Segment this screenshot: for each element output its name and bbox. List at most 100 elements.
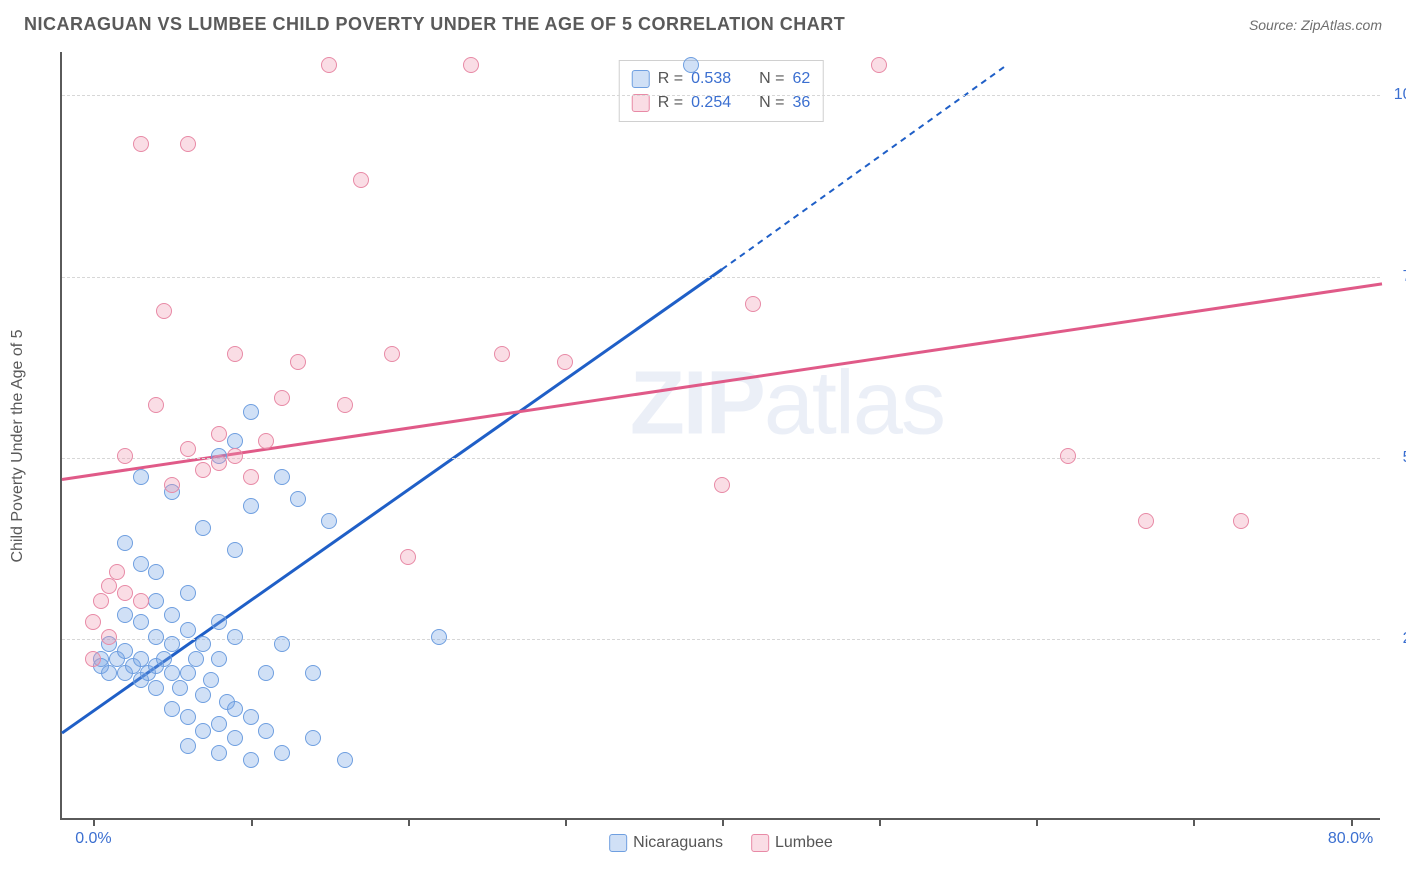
legend-series-item: Nicaraguans xyxy=(609,834,723,852)
data-point xyxy=(494,346,510,362)
data-point xyxy=(871,57,887,73)
legend-n-label: N = xyxy=(759,67,784,91)
data-point xyxy=(133,136,149,152)
data-point xyxy=(1138,513,1154,529)
legend-swatch xyxy=(632,94,650,112)
chart-title: NICARAGUAN VS LUMBEE CHILD POVERTY UNDER… xyxy=(24,14,845,35)
data-point xyxy=(117,607,133,623)
data-point xyxy=(203,672,219,688)
x-tick xyxy=(1351,818,1353,826)
data-point xyxy=(290,354,306,370)
data-point xyxy=(211,651,227,667)
data-point xyxy=(243,469,259,485)
legend-r-label: R = xyxy=(658,67,683,91)
data-point xyxy=(180,709,196,725)
data-point xyxy=(195,520,211,536)
legend-swatch xyxy=(632,70,650,88)
data-point xyxy=(195,636,211,652)
data-point xyxy=(188,651,204,667)
x-tick-label: 80.0% xyxy=(1328,830,1373,848)
data-point xyxy=(117,448,133,464)
data-point xyxy=(117,585,133,601)
data-point xyxy=(180,665,196,681)
data-point xyxy=(714,477,730,493)
data-point xyxy=(164,477,180,493)
legend-n-value: 62 xyxy=(792,67,810,91)
gridline xyxy=(62,639,1380,640)
data-point xyxy=(227,542,243,558)
data-point xyxy=(211,426,227,442)
x-tick xyxy=(722,818,724,826)
data-point xyxy=(1060,448,1076,464)
data-point xyxy=(274,745,290,761)
data-point xyxy=(101,665,117,681)
data-point xyxy=(156,651,172,667)
y-tick-label: 75.0% xyxy=(1388,268,1406,286)
data-point xyxy=(148,680,164,696)
legend-stats: R =0.538N =62R =0.254N =36 xyxy=(619,60,824,122)
data-point xyxy=(109,564,125,580)
data-point xyxy=(337,397,353,413)
data-point xyxy=(133,593,149,609)
legend-series-label: Nicaraguans xyxy=(633,834,723,851)
data-point xyxy=(683,57,699,73)
y-tick-label: 100.0% xyxy=(1388,86,1406,104)
x-tick xyxy=(408,818,410,826)
data-point xyxy=(211,745,227,761)
data-point xyxy=(180,622,196,638)
data-point xyxy=(305,665,321,681)
data-point xyxy=(148,593,164,609)
legend-swatch xyxy=(609,834,627,852)
data-point xyxy=(227,701,243,717)
data-point xyxy=(133,556,149,572)
plot-area: ZIPatlas R =0.538N =62R =0.254N =36 Nica… xyxy=(60,52,1380,820)
data-point xyxy=(227,346,243,362)
legend-swatch xyxy=(751,834,769,852)
x-tick-label: 0.0% xyxy=(75,830,111,848)
data-point xyxy=(227,629,243,645)
x-tick xyxy=(1193,818,1195,826)
trend-line xyxy=(62,284,1382,480)
data-point xyxy=(305,730,321,746)
data-point xyxy=(195,687,211,703)
data-point xyxy=(117,643,133,659)
data-point xyxy=(353,172,369,188)
data-point xyxy=(258,723,274,739)
data-point xyxy=(93,593,109,609)
data-point xyxy=(321,513,337,529)
data-point xyxy=(745,296,761,312)
y-tick-label: 50.0% xyxy=(1388,449,1406,467)
data-point xyxy=(148,629,164,645)
data-point xyxy=(180,441,196,457)
data-point xyxy=(227,730,243,746)
data-point xyxy=(101,578,117,594)
data-point xyxy=(258,665,274,681)
x-tick xyxy=(1036,818,1038,826)
data-point xyxy=(195,723,211,739)
x-tick xyxy=(251,818,253,826)
data-point xyxy=(211,614,227,630)
data-point xyxy=(180,136,196,152)
data-point xyxy=(274,390,290,406)
data-point xyxy=(133,469,149,485)
data-point xyxy=(227,448,243,464)
x-tick xyxy=(93,818,95,826)
data-point xyxy=(1233,513,1249,529)
legend-series: NicaraguansLumbee xyxy=(609,834,833,852)
data-point xyxy=(85,614,101,630)
data-point xyxy=(164,636,180,652)
data-point xyxy=(180,738,196,754)
data-point xyxy=(164,607,180,623)
data-point xyxy=(85,651,101,667)
header: NICARAGUAN VS LUMBEE CHILD POVERTY UNDER… xyxy=(24,14,1382,35)
data-point xyxy=(172,680,188,696)
source-label: Source: ZipAtlas.com xyxy=(1249,17,1382,33)
gridline xyxy=(62,95,1380,96)
data-point xyxy=(431,629,447,645)
data-point xyxy=(557,354,573,370)
gridline xyxy=(62,458,1380,459)
data-point xyxy=(243,498,259,514)
x-tick xyxy=(565,818,567,826)
data-point xyxy=(258,433,274,449)
gridline xyxy=(62,277,1380,278)
